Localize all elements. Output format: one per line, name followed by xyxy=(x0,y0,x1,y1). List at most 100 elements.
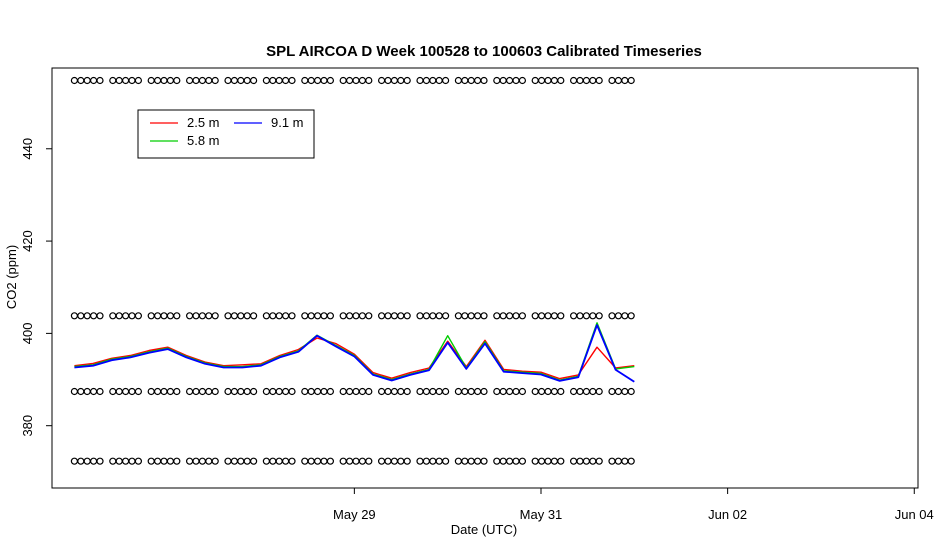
marker-point xyxy=(205,387,213,396)
marker-point xyxy=(224,76,232,85)
marker-point xyxy=(352,76,360,85)
marker-point xyxy=(461,387,469,396)
marker-point xyxy=(269,457,277,465)
marker-point xyxy=(154,312,162,320)
marker-point xyxy=(301,387,309,396)
marker-point xyxy=(134,312,142,320)
marker-point xyxy=(243,76,251,85)
marker-point xyxy=(569,76,578,85)
marker-point xyxy=(211,76,219,85)
marker-point xyxy=(614,312,623,320)
marker-point xyxy=(166,76,174,85)
marker-point xyxy=(77,76,85,85)
marker-point xyxy=(397,387,405,396)
x-tick-label-2: Jun 02 xyxy=(708,507,747,522)
marker-point xyxy=(550,457,559,465)
marker-point xyxy=(378,457,386,465)
y-tick-label-2: 420 xyxy=(20,230,35,252)
marker-point xyxy=(474,76,482,85)
marker-point xyxy=(275,312,283,320)
marker-point xyxy=(390,312,398,320)
marker-point xyxy=(422,457,430,465)
marker-point xyxy=(435,312,443,320)
x-axis: May 29 May 31 Jun 02 Jun 04 xyxy=(333,488,934,522)
marker-point xyxy=(621,387,629,396)
marker-point xyxy=(621,312,629,320)
marker-point xyxy=(154,387,162,396)
marker-point xyxy=(160,76,168,85)
marker-point xyxy=(301,76,309,85)
marker-point xyxy=(269,387,277,396)
plot-frame xyxy=(51,67,919,489)
marker-point xyxy=(537,387,546,396)
marker-point xyxy=(365,76,373,85)
marker-point xyxy=(160,457,168,465)
marker-row-1 xyxy=(70,312,635,320)
marker-point xyxy=(314,312,322,320)
marker-point xyxy=(307,387,315,396)
marker-point xyxy=(205,312,213,320)
marker-point xyxy=(173,387,181,396)
y-axis: 380 400 420 440 xyxy=(20,138,52,437)
marker-point xyxy=(537,76,546,85)
marker-point xyxy=(346,76,354,85)
marker-point xyxy=(614,387,623,396)
marker-point xyxy=(83,457,91,465)
marker-point xyxy=(275,457,283,465)
marker-point xyxy=(70,457,79,465)
marker-point xyxy=(454,312,462,320)
marker-point xyxy=(397,457,405,465)
marker-point xyxy=(365,457,373,465)
marker-point xyxy=(621,76,629,85)
marker-point xyxy=(346,387,354,396)
marker-point xyxy=(320,457,328,465)
marker-point xyxy=(358,457,366,465)
marker-point xyxy=(461,312,469,320)
marker-point xyxy=(506,387,514,396)
marker-point xyxy=(346,457,354,465)
marker-point xyxy=(160,387,168,396)
marker-point xyxy=(326,76,334,85)
marker-point xyxy=(557,312,565,320)
marker-point xyxy=(269,76,277,85)
marker-point xyxy=(288,387,296,396)
marker-point xyxy=(77,387,85,396)
marker-point xyxy=(390,457,398,465)
marker-point xyxy=(480,76,488,85)
marker-point xyxy=(77,312,85,320)
marker-point xyxy=(230,457,238,465)
marker-point xyxy=(537,312,546,320)
marker-point xyxy=(429,76,437,85)
marker-point xyxy=(211,312,219,320)
marker-point xyxy=(250,457,258,465)
marker-point xyxy=(243,387,251,396)
marker-point xyxy=(550,387,559,396)
marker-point xyxy=(608,387,616,396)
marker-point xyxy=(582,312,591,320)
marker-point xyxy=(467,312,475,320)
marker-point xyxy=(627,312,635,320)
marker-point xyxy=(301,312,309,320)
marker-point xyxy=(70,387,79,396)
marker-point xyxy=(186,457,194,465)
marker-point xyxy=(614,76,623,85)
marker-point xyxy=(499,76,507,85)
marker-point xyxy=(83,387,91,396)
marker-point xyxy=(128,76,136,85)
marker-point xyxy=(384,457,392,465)
marker-point xyxy=(352,387,360,396)
marker-point xyxy=(608,312,616,320)
marker-point xyxy=(531,76,539,85)
marker-point xyxy=(429,312,437,320)
marker-point xyxy=(474,457,482,465)
marker-point xyxy=(454,76,462,85)
marker-point xyxy=(96,76,104,85)
marker-point xyxy=(442,457,450,465)
marker-point xyxy=(115,457,123,465)
marker-point xyxy=(442,76,450,85)
marker-point xyxy=(198,387,206,396)
marker-point xyxy=(134,387,142,396)
marker-point xyxy=(320,312,328,320)
marker-point xyxy=(582,387,591,396)
